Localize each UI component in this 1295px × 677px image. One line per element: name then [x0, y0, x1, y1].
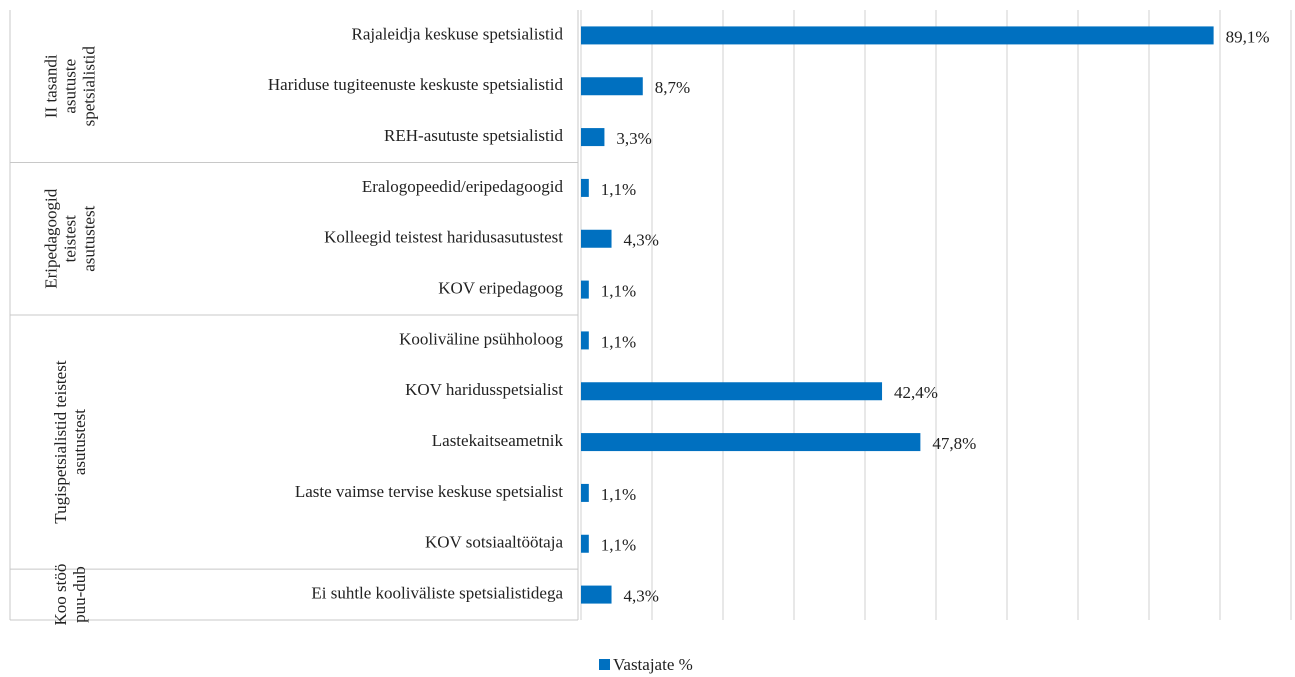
legend-swatch	[599, 659, 610, 670]
bar	[581, 128, 605, 147]
bar	[581, 534, 589, 553]
group-label-line: Koo stöö	[51, 564, 70, 626]
value-label: 4,3%	[624, 231, 659, 250]
group-label: II tasandiasutustespetsialistid	[41, 46, 98, 127]
value-label: 1,1%	[601, 332, 636, 351]
group-label-line: asutustest	[70, 409, 89, 475]
category-label: Kolleegid teistest haridusasutustest	[324, 228, 563, 247]
bar	[581, 331, 589, 350]
bar	[581, 26, 1214, 45]
value-label: 1,1%	[601, 485, 636, 504]
category-label: Laste vaimse tervise keskuse spetsialist	[295, 482, 563, 501]
value-label: 4,3%	[624, 586, 659, 605]
category-label: Lastekaitseametnik	[432, 431, 564, 450]
group-label-line: asutustest	[79, 205, 98, 271]
value-label: 47,8%	[932, 434, 976, 453]
category-label: Rajaleidja keskuse spetsialistid	[351, 24, 563, 43]
value-label: 8,7%	[655, 78, 690, 97]
value-label: 3,3%	[616, 129, 651, 148]
category-label: Hariduse tugiteenuste keskuste spetsiali…	[268, 75, 564, 94]
bar	[581, 483, 589, 502]
group-label: Tugispetsialistid teistestasutustest	[51, 360, 89, 524]
category-label: Kooliväline psühholoog	[399, 329, 563, 348]
value-label: 89,1%	[1226, 27, 1270, 46]
value-label: 1,1%	[601, 536, 636, 555]
group-label-line: teistest	[60, 215, 79, 262]
category-label: KOV haridusspetsialist	[405, 380, 563, 399]
bar	[581, 382, 883, 401]
category-label: Eralogopeedid/eripedagoogid	[362, 177, 564, 196]
legend-label: Vastajate %	[613, 655, 693, 674]
group-label: Koo stööpuu-dub	[51, 564, 89, 626]
group-label-line: Tugispetsialistid teistest	[51, 360, 70, 524]
bar	[581, 77, 643, 96]
bar	[581, 178, 589, 197]
bar	[581, 229, 612, 248]
bar	[581, 585, 612, 604]
group-label-line: spetsialistid	[79, 46, 98, 127]
value-label: 1,1%	[601, 180, 636, 199]
group-label-line: asutuste	[60, 59, 79, 114]
category-label: KOV eripedagoog	[438, 278, 563, 297]
group-label-line: Eripedagoogid	[41, 188, 60, 289]
value-label: 1,1%	[601, 281, 636, 300]
category-label: REH-asutuste spetsialistid	[384, 126, 563, 145]
bar	[581, 433, 921, 452]
group-label-line: puu-dub	[70, 566, 89, 623]
category-label: KOV sotsiaaltöötaja	[425, 533, 563, 552]
group-label-line: II tasandi	[41, 54, 60, 118]
bar	[581, 280, 589, 299]
value-label: 42,4%	[894, 383, 938, 402]
category-label: Ei suhtle kooliväliste spetsialistidega	[311, 583, 563, 602]
group-label: Eripedagoogidteistestasutustest	[41, 188, 98, 289]
